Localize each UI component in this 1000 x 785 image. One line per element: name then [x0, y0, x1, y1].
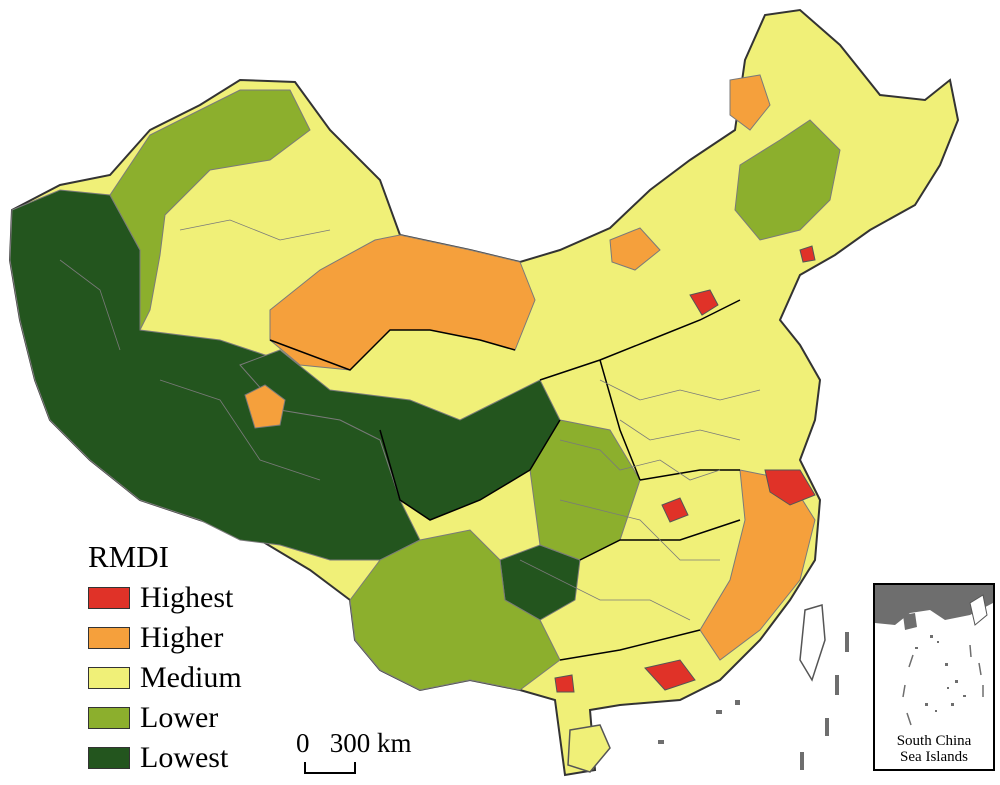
scale-bar-label: 0 300 km [296, 728, 412, 758]
scale-bar: 0 300 km [296, 728, 412, 774]
region-lower-southwest [349, 529, 561, 691]
county-boundaries [59, 219, 761, 621]
inset-map-graphic [875, 585, 993, 726]
inset-map-south-china-sea: South China Sea Islands [873, 583, 995, 771]
legend-label-higher: Higher [140, 621, 224, 654]
south-sea-islands [658, 632, 849, 770]
region-lower-north [109, 89, 311, 331]
legend-item-highest: Highest [88, 578, 242, 618]
legend-item-medium: Medium [88, 658, 242, 698]
region-higher-northeast [729, 74, 771, 131]
legend-item-lowest: Lowest [88, 738, 242, 778]
legend-label-lowest: Lowest [140, 741, 229, 774]
region-highest-nanning [554, 674, 575, 693]
legend: RMDI Highest Higher Medium Lower Lowest [88, 540, 242, 778]
region-higher-inner-mongolia [609, 227, 661, 271]
region-highest-shanghai [764, 469, 816, 506]
region-highest-guangzhou [644, 659, 696, 691]
region-highest-beijing [689, 289, 719, 316]
scale-bar-line [304, 762, 356, 774]
legend-swatch-lower [88, 707, 130, 729]
legend-label-highest: Highest [140, 581, 234, 614]
legend-item-lower: Lower [88, 698, 242, 738]
legend-swatch-medium [88, 667, 130, 689]
region-taiwan [799, 604, 826, 682]
legend-swatch-highest [88, 587, 130, 609]
legend-label-medium: Medium [140, 661, 242, 694]
legend-label-lower: Lower [140, 701, 219, 734]
region-highest-wuhan [661, 497, 689, 523]
inset-label: South China Sea Islands [875, 733, 993, 765]
region-higher-tibet-spot [244, 384, 286, 429]
legend-item-higher: Higher [88, 618, 242, 658]
region-highest-northeast [799, 245, 816, 263]
region-lower-northeast [734, 119, 841, 241]
legend-swatch-lowest [88, 747, 130, 769]
legend-swatch-higher [88, 627, 130, 649]
legend-title: RMDI [88, 539, 169, 574]
inset-label-line1: South China [896, 733, 972, 749]
region-hainan [567, 724, 611, 773]
inset-label-line2: Sea Islands [900, 749, 968, 765]
